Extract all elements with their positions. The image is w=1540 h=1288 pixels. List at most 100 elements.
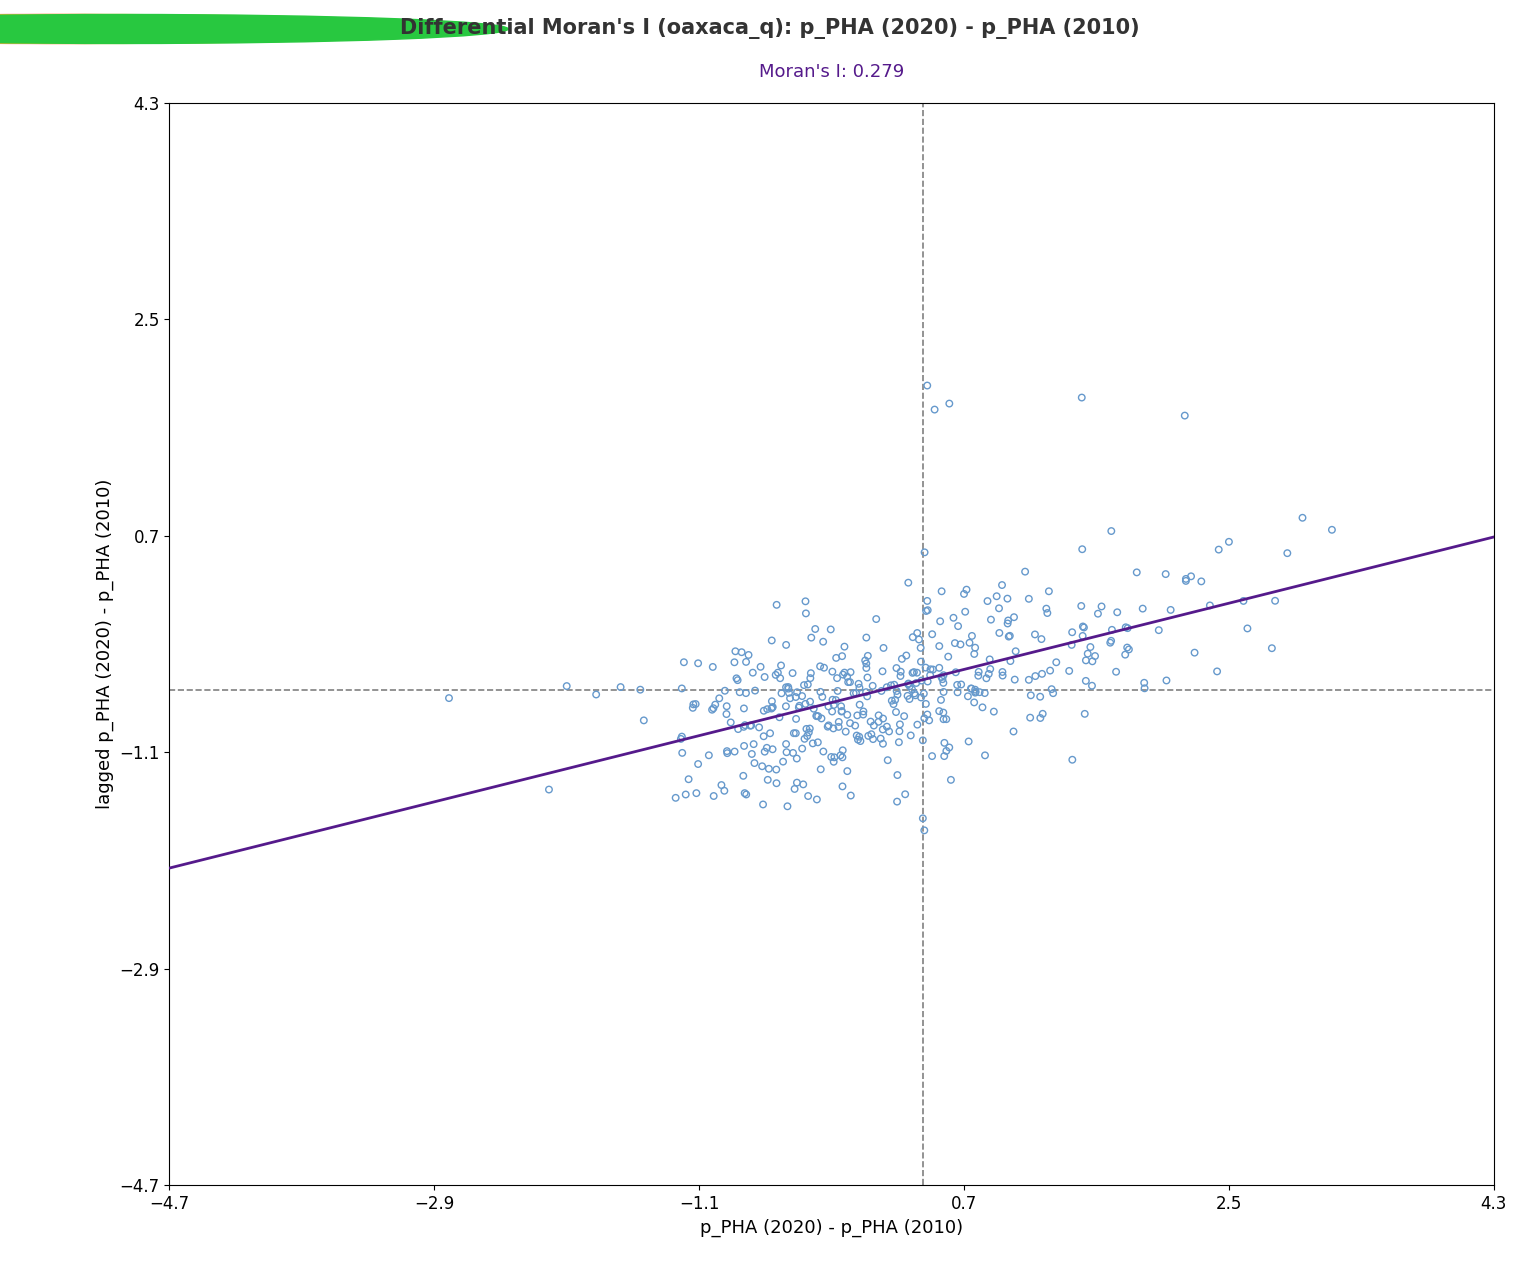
Point bbox=[1078, 636, 1103, 657]
Point bbox=[845, 705, 870, 725]
Point bbox=[584, 684, 608, 705]
Point bbox=[821, 689, 845, 710]
Point bbox=[870, 661, 895, 681]
Point bbox=[685, 653, 710, 674]
Point bbox=[736, 645, 761, 666]
Point bbox=[861, 675, 886, 696]
Point bbox=[962, 692, 987, 712]
Point bbox=[781, 743, 805, 764]
Point bbox=[944, 662, 969, 683]
Point bbox=[685, 753, 710, 774]
Point bbox=[732, 735, 756, 756]
Point bbox=[1013, 562, 1038, 582]
Point bbox=[670, 743, 695, 764]
Point bbox=[1124, 562, 1149, 582]
Point bbox=[1183, 643, 1207, 663]
Point bbox=[732, 698, 756, 719]
Point bbox=[670, 726, 695, 747]
Point bbox=[1056, 661, 1081, 681]
Point bbox=[879, 690, 904, 711]
Point bbox=[889, 666, 913, 687]
Point bbox=[798, 692, 822, 712]
Point bbox=[902, 685, 927, 706]
Point bbox=[887, 721, 912, 742]
Point bbox=[841, 683, 865, 703]
Point bbox=[953, 601, 978, 622]
Point bbox=[955, 580, 979, 600]
Point bbox=[742, 680, 767, 701]
Point bbox=[1113, 644, 1138, 665]
Point bbox=[1172, 406, 1197, 426]
Point bbox=[715, 703, 739, 724]
Point bbox=[707, 688, 732, 708]
Point bbox=[990, 666, 1015, 687]
Point bbox=[824, 690, 849, 711]
Point bbox=[1003, 670, 1027, 690]
Point bbox=[768, 683, 793, 703]
Point bbox=[536, 779, 561, 800]
Point bbox=[966, 666, 990, 687]
Point bbox=[1033, 599, 1058, 620]
Point bbox=[1320, 519, 1344, 540]
Point bbox=[711, 781, 736, 801]
Point bbox=[1070, 626, 1095, 647]
Point bbox=[753, 667, 778, 688]
Point bbox=[915, 591, 939, 612]
Point bbox=[821, 719, 845, 739]
Point bbox=[855, 667, 879, 688]
Point bbox=[946, 616, 970, 636]
Point bbox=[701, 786, 725, 806]
Point bbox=[916, 710, 941, 730]
Point bbox=[1060, 635, 1084, 656]
Point bbox=[830, 665, 855, 685]
Point bbox=[755, 738, 779, 759]
Point bbox=[798, 719, 822, 739]
X-axis label: p_PHA (2020) - p_PHA (2010): p_PHA (2020) - p_PHA (2010) bbox=[701, 1218, 962, 1236]
Point bbox=[952, 583, 976, 604]
Point bbox=[898, 689, 922, 710]
Point bbox=[628, 679, 653, 699]
Point bbox=[825, 668, 850, 689]
Point bbox=[725, 670, 750, 690]
Point bbox=[701, 657, 725, 677]
Point bbox=[861, 715, 886, 735]
Point bbox=[758, 723, 782, 743]
Point bbox=[801, 733, 825, 753]
Text: Differential Moran's I (oaxaca_q): p_PHA (2020) - p_PHA (2010): Differential Moran's I (oaxaca_q): p_PHA… bbox=[400, 18, 1140, 40]
Point bbox=[727, 681, 752, 702]
Point bbox=[927, 636, 952, 657]
Point bbox=[861, 729, 886, 750]
Point bbox=[696, 744, 721, 765]
Point bbox=[790, 738, 815, 759]
Point bbox=[765, 662, 790, 683]
Point bbox=[830, 747, 855, 768]
Point bbox=[830, 777, 855, 797]
Point bbox=[681, 694, 705, 715]
Point bbox=[799, 627, 824, 648]
Point bbox=[722, 742, 747, 762]
Point bbox=[818, 620, 842, 640]
Point bbox=[959, 679, 984, 699]
Point bbox=[798, 668, 822, 689]
Point bbox=[784, 748, 808, 769]
Point bbox=[1173, 568, 1198, 589]
Point bbox=[827, 712, 852, 733]
Point bbox=[1089, 596, 1113, 617]
Point bbox=[959, 626, 984, 647]
Point bbox=[1018, 685, 1043, 706]
Point bbox=[1083, 645, 1107, 666]
Point bbox=[775, 742, 799, 762]
Point bbox=[946, 683, 970, 703]
Point bbox=[805, 706, 830, 726]
Point bbox=[715, 741, 739, 761]
Point bbox=[973, 744, 998, 765]
Point bbox=[825, 680, 850, 701]
Point bbox=[753, 742, 778, 762]
Point bbox=[910, 808, 935, 828]
Point bbox=[554, 676, 579, 697]
Point bbox=[942, 632, 967, 653]
Point bbox=[913, 657, 938, 677]
Point bbox=[976, 663, 1001, 684]
Point bbox=[915, 671, 939, 692]
Point bbox=[872, 638, 896, 658]
